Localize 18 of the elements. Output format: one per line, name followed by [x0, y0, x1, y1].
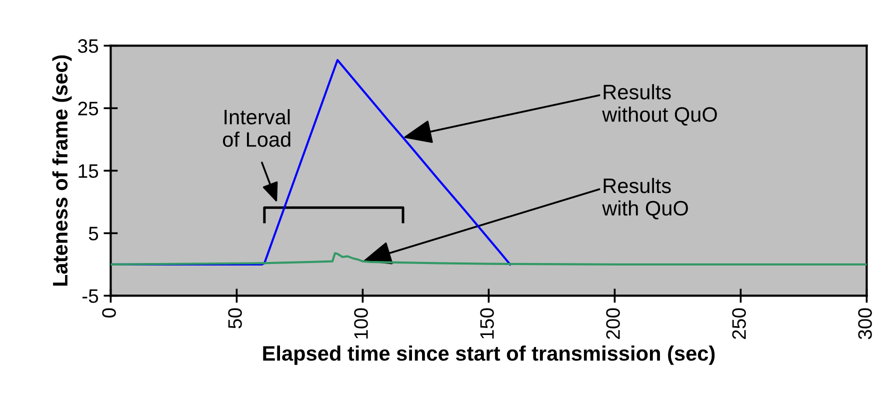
annotation: Interval of Load: [222, 109, 290, 147]
x-tick-label: 150: [480, 308, 494, 338]
x-tick-label: 200: [606, 308, 620, 339]
x-tick-label: 250: [732, 308, 746, 339]
x-tick-label: 50: [228, 308, 242, 328]
y-tick-label: 25: [78, 102, 98, 116]
y-tick-label: 15: [78, 164, 98, 178]
x-tick-label: 0: [102, 308, 116, 318]
y-tick-label: -5: [82, 289, 98, 303]
annotation: Results without QuO: [602, 84, 717, 126]
x-axis-title: Elapsed time since start of transmission (sec): [263, 346, 715, 365]
y-axis-title: Lateness of frame (sec): [52, 55, 72, 286]
line-series: [110, 252, 867, 266]
x-tick-label: 300: [858, 308, 872, 340]
annotation: Results with QuO: [602, 178, 688, 220]
x-tick-label: 100: [354, 308, 368, 338]
y-tick-label: 5: [88, 226, 98, 240]
y-tick-label: 35: [78, 39, 98, 53]
